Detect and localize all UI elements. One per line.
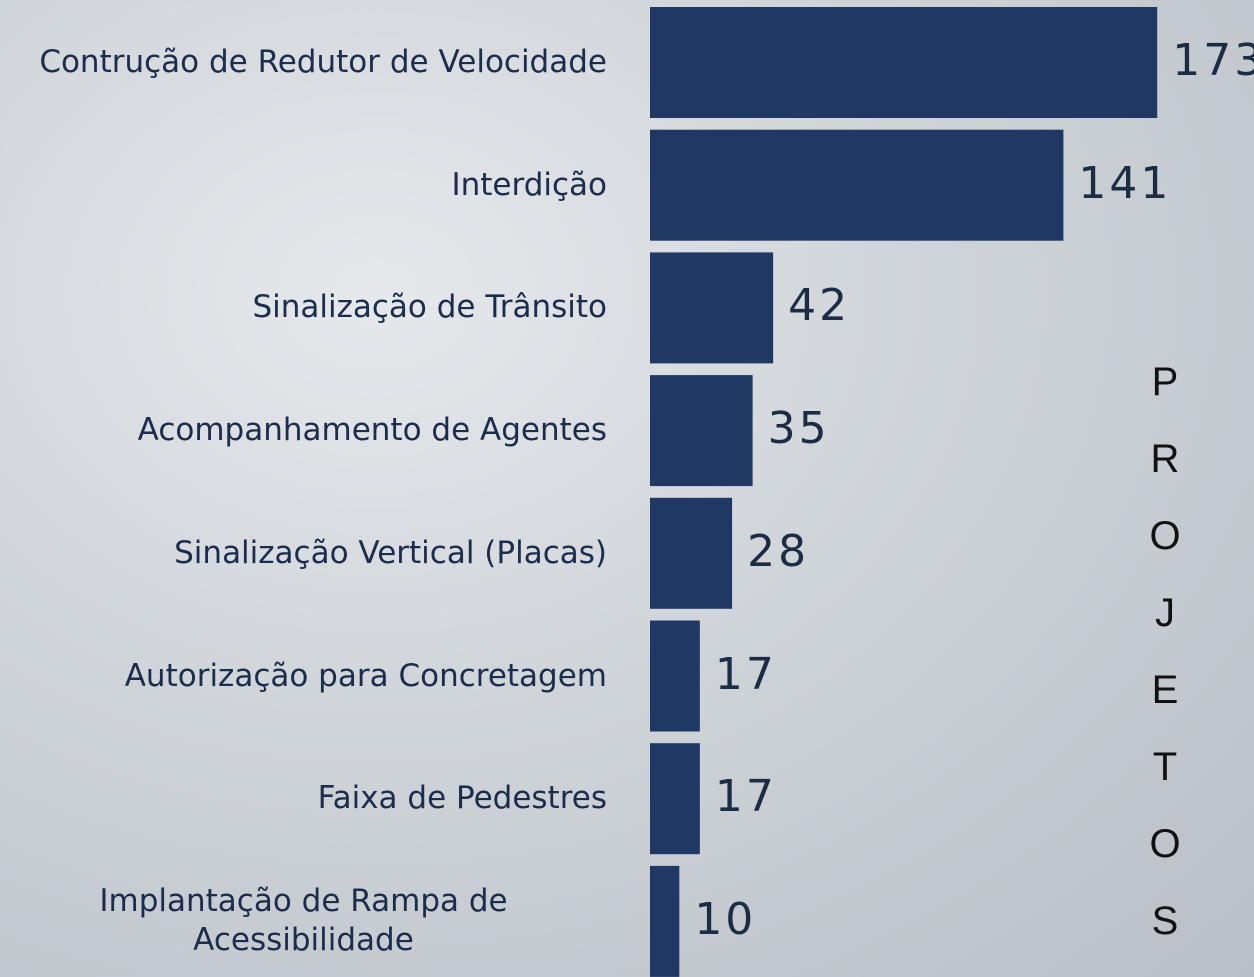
y-tick-label: Implantação de Rampa de Acessibilidade	[0, 882, 607, 960]
value-label: 35	[768, 403, 830, 454]
page: PROJETOS (() => { const data = JSON.pars…	[0, 0, 1254, 977]
y-tick-label: Sinalização de Trânsito	[252, 288, 607, 327]
category-label: Sinalização Vertical (Placas)	[0, 498, 607, 609]
y-tick-label: Faixa de Pedestres	[318, 779, 607, 818]
axis-label: PROJETOS	[1142, 360, 1187, 976]
category-label: Interdição	[0, 130, 607, 241]
value-label: 17	[715, 771, 777, 822]
value-label: 141	[1078, 158, 1171, 209]
bar	[650, 498, 732, 609]
value-label: 173	[1172, 35, 1254, 86]
bar	[650, 743, 700, 854]
value-label: 17	[715, 649, 777, 700]
value-label: 28	[747, 526, 809, 577]
bar	[650, 7, 1157, 118]
y-tick-label: Autorização para Concretagem	[125, 657, 607, 696]
category-label: Autorização para Concretagem	[0, 621, 607, 732]
bar	[650, 375, 753, 486]
value-label: 10	[694, 894, 756, 945]
category-label: Acompanhamento de Agentes	[0, 375, 607, 486]
bar	[650, 252, 773, 363]
bar	[650, 866, 679, 977]
y-tick-label: Sinalização Vertical (Placas)	[174, 534, 607, 573]
category-label: Sinalização de Trânsito	[0, 252, 607, 363]
y-tick-label: Acompanhamento de Agentes	[138, 411, 607, 450]
bar	[650, 130, 1063, 241]
category-label: Implantação de Rampa de Acessibilidade	[0, 866, 607, 977]
category-label: Faixa de Pedestres	[0, 743, 607, 854]
y-tick-label: Contrução de Redutor de Velocidade	[39, 43, 607, 82]
value-label: 42	[788, 280, 850, 331]
category-label: Contrução de Redutor de Velocidade	[0, 7, 607, 118]
y-tick-label: Interdição	[451, 166, 607, 205]
bar	[650, 621, 700, 732]
